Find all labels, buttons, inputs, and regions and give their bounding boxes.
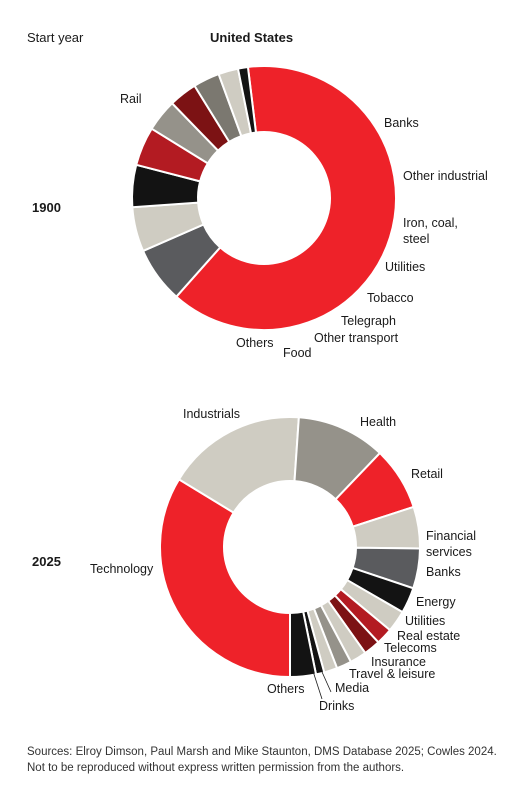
label-1900-other-industrial: Other industrial — [403, 169, 488, 183]
label-1900-rail: Rail — [120, 92, 142, 106]
start-year-header: Start year — [27, 30, 84, 45]
slice-2025-others — [289, 610, 318, 679]
slice-1900-others — [236, 65, 258, 135]
label-1900-other-transport: Other transport — [314, 331, 399, 345]
label-2025-media: Media — [335, 681, 369, 695]
label-2025-health: Health — [360, 415, 396, 429]
label-1900-utilities: Utilities — [385, 260, 425, 274]
label-2025-insurance: Insurance — [371, 655, 426, 669]
label-2025-utilities: Utilities — [405, 614, 445, 628]
label-1900-banks: Banks — [384, 116, 419, 130]
label-2025-real-estate: Real estate — [397, 629, 460, 643]
slice-2025-technology — [159, 477, 291, 679]
year-label-1900: 1900 — [32, 200, 61, 215]
label-2025-drinks: Drinks — [319, 699, 354, 713]
label-2025-financial-services: Financial services — [426, 529, 476, 559]
label-1900-telegraph: Telegraph — [341, 314, 396, 328]
year-label-2025: 2025 — [32, 554, 61, 569]
label-1900-food: Food — [283, 346, 312, 360]
label-1900-iron-coal-steel: Iron, coal, steel — [403, 216, 458, 246]
slice-1900-rail — [174, 65, 397, 331]
label-2025-others: Others — [267, 682, 305, 696]
sources-note: Sources: Elroy Dimson, Paul Marsh and Mi… — [27, 746, 497, 774]
label-1900-tobacco: Tobacco — [367, 291, 414, 305]
country-title: United States — [210, 30, 294, 45]
donut-chart-1900: Rail Banks Other industrial Iron, coal, stee… — [120, 65, 488, 360]
label-2025-industrials: Industrials — [183, 407, 240, 421]
label-2025-energy: Energy — [416, 595, 456, 609]
leader-line-2025-drinks — [310, 664, 323, 700]
label-2025-retail: Retail — [411, 467, 443, 481]
label-2025-telecoms: Telecoms — [384, 641, 437, 655]
leader-line-2025-media — [317, 662, 332, 693]
label-2025-technology: Technology — [90, 562, 154, 576]
label-2025-banks: Banks — [426, 565, 461, 579]
label-1900-others: Others — [236, 336, 274, 350]
donut-chart-2025: Technology Industrials Health Retail Financi… — [90, 407, 476, 713]
label-2025-travel-and-leisure: Travel & leisure — [349, 667, 435, 681]
